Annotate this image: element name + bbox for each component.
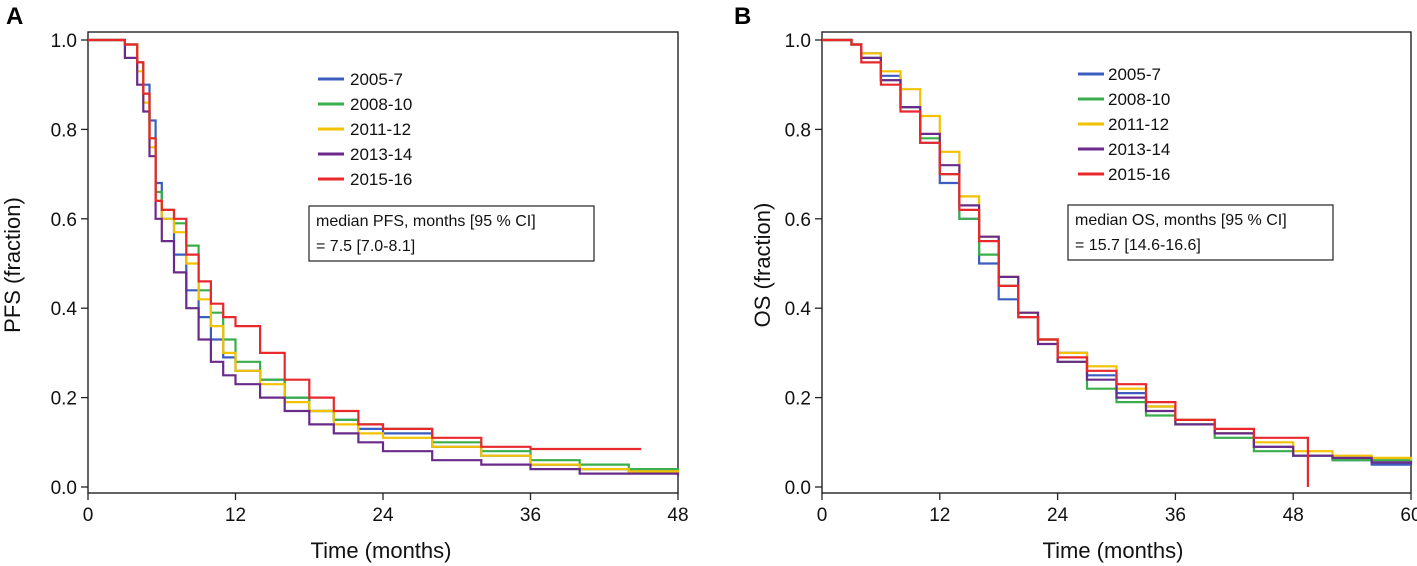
panel-a-median-box: median PFS, months [95 % CI] = 7.5 [7.0-… bbox=[308, 205, 595, 262]
panel-b-median-line-1: median OS, months [95 % CI] bbox=[1075, 212, 1287, 229]
legend-b-label-2013-14: 2013-14 bbox=[1108, 140, 1170, 159]
panel-b-x-tick-label-60: 60 bbox=[1400, 505, 1417, 526]
panel-b-y-tick-label-0.8: 0.8 bbox=[785, 120, 811, 141]
panel-b-y-tick-label-0.6: 0.6 bbox=[785, 210, 811, 231]
panel-a-y-tick-label-0.4: 0.4 bbox=[51, 299, 78, 320]
panel-b-x-tick-label-24: 24 bbox=[1047, 505, 1069, 526]
panel-b-plot-frame bbox=[821, 31, 1412, 494]
panel-a-x-tick-label-0: 0 bbox=[83, 505, 94, 526]
panel-a-y-tick-label-1.0: 1.0 bbox=[51, 31, 77, 52]
panel-a-y-axis-title: PFS (fraction) bbox=[0, 197, 25, 333]
panel-b-y-tick-label-0.0: 0.0 bbox=[785, 478, 811, 499]
panel-b-x-tick-label-12: 12 bbox=[929, 505, 950, 526]
legend-b-label-2005-7: 2005-7 bbox=[1108, 65, 1161, 84]
panel-a-y-tick-label-0.2: 0.2 bbox=[51, 389, 77, 410]
panel-a: A PFS (fraction) Time (months) 0 12 24 36 48… bbox=[0, 3, 689, 563]
panel-b-y-tick-label-0.4: 0.4 bbox=[785, 299, 812, 320]
panel-a-series-2015-16 bbox=[88, 38, 642, 451]
panel-b-ticks: 0 12 24 36 48 60 0.0 0.2 0.4 0.6 0.8 1.0 bbox=[785, 31, 1417, 526]
legend-b-label-2015-16: 2015-16 bbox=[1108, 165, 1170, 184]
panel-b-series-2015-16 bbox=[822, 38, 1309, 487]
legend-b-label-2011-12: 2011-12 bbox=[1108, 115, 1169, 134]
panel-a-series-2013-14 bbox=[88, 38, 680, 476]
panel-a-series bbox=[88, 38, 680, 476]
panel-b-median-box-frame bbox=[1067, 204, 1334, 261]
legend-a-label-2008-10: 2008-10 bbox=[350, 95, 412, 114]
panel-b-median-line-2: = 15.7 [14.6-16.6] bbox=[1075, 237, 1201, 254]
panel-b: B OS (fraction) Time (months) 0 12 24 36 48 6… bbox=[734, 3, 1417, 563]
panel-a-x-tick-label-48: 48 bbox=[667, 505, 688, 526]
panel-b-y-tick-label-1.0: 1.0 bbox=[785, 31, 811, 52]
panel-a-median-box-frame bbox=[308, 205, 595, 262]
legend-a-label-2015-16: 2015-16 bbox=[350, 170, 412, 189]
panel-a-x-tick-label-12: 12 bbox=[225, 505, 246, 526]
panel-a-x-tick-label-24: 24 bbox=[372, 505, 394, 526]
panel-a-ticks: 0 12 24 36 48 0.0 0.2 0.4 0.6 0.8 1.0 bbox=[51, 31, 689, 526]
legend-a-label-2011-12: 2011-12 bbox=[350, 120, 411, 139]
panel-b-x-tick-label-36: 36 bbox=[1165, 505, 1186, 526]
legend-b-label-2008-10: 2008-10 bbox=[1108, 90, 1170, 109]
panel-b-median-box: median OS, months [95 % CI] = 15.7 [14.6… bbox=[1067, 204, 1334, 261]
panel-a-legend: 2005-7 2008-10 2011-12 2013-14 2015-16 bbox=[318, 70, 412, 189]
panel-b-x-tick-label-48: 48 bbox=[1283, 505, 1304, 526]
panel-letter-a: A bbox=[6, 3, 23, 30]
panel-a-median-line-2: = 7.5 [7.0-8.1] bbox=[316, 238, 415, 255]
panel-a-y-axis-title-group: PFS (fraction) bbox=[0, 197, 25, 333]
panel-b-legend: 2005-7 2008-10 2011-12 2013-14 2015-16 bbox=[1078, 65, 1170, 184]
legend-a-label-2013-14: 2013-14 bbox=[350, 145, 412, 164]
panel-a-y-tick-label-0.6: 0.6 bbox=[51, 210, 77, 231]
panel-a-x-tick-label-36: 36 bbox=[520, 505, 541, 526]
panel-b-series bbox=[822, 38, 1413, 487]
panel-a-x-axis-title: Time (months) bbox=[311, 538, 452, 563]
panel-a-y-tick-label-0.8: 0.8 bbox=[51, 120, 77, 141]
panel-b-y-tick-label-0.2: 0.2 bbox=[785, 389, 811, 410]
panel-letter-b: B bbox=[734, 3, 751, 30]
panel-a-median-line-1: median PFS, months [95 % CI] bbox=[316, 213, 536, 230]
panel-b-x-axis-title: Time (months) bbox=[1043, 538, 1184, 563]
legend-a-label-2005-7: 2005-7 bbox=[350, 70, 403, 89]
panel-b-y-axis-title: OS (fraction) bbox=[750, 203, 775, 328]
panel-b-x-tick-label-0: 0 bbox=[817, 505, 828, 526]
panel-a-y-tick-label-0.0: 0.0 bbox=[51, 478, 77, 499]
